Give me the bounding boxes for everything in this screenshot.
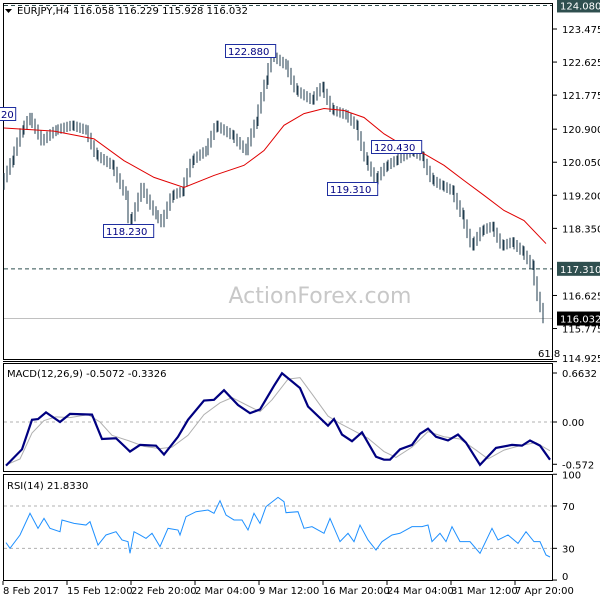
price-annotation-box	[103, 224, 155, 238]
rsi-series	[4, 496, 552, 558]
price-annotation-box	[371, 140, 423, 154]
x-tick-label: 2 Mar 04:00	[195, 586, 255, 597]
x-tick-label: 16 Mar 20:00	[323, 586, 390, 597]
watermark: ActionForex.com	[229, 284, 412, 309]
x-tick-label: 22 Feb 20:00	[131, 586, 197, 597]
macd-y-tick-label: 0.6632	[562, 369, 597, 380]
rsi-y-tick-label: 0	[562, 572, 568, 583]
y-tick-label: 122.625	[562, 58, 600, 69]
price-annotation: 120.430	[374, 143, 415, 154]
dropdown-triangle-icon[interactable]	[5, 9, 12, 13]
y-tick-label: 116.625	[562, 291, 600, 302]
price-annotation: 20	[1, 110, 14, 121]
rsi-y-tick-label: 30	[562, 544, 575, 555]
support-level-marker-bg	[557, 261, 600, 276]
top-level-marker-bg	[557, 0, 600, 13]
rsi-title: RSI(14) 21.8330	[7, 481, 88, 492]
ohlc-readout: 116.058 116.229 115.928 116.032	[73, 6, 248, 17]
y-tick-label: 123.475	[562, 25, 600, 36]
top-level-marker: 124.080	[560, 1, 600, 12]
fib-label: 61.8	[538, 349, 560, 360]
current-price-marker: 116.032	[560, 315, 600, 326]
rsi-y-tick-label: 70	[562, 502, 575, 513]
x-tick-label: 24 Mar 04:00	[387, 586, 454, 597]
macd-y-tick-label: 0.00	[562, 418, 584, 429]
x-tick-label: 7 Apr 20:00	[515, 586, 574, 597]
rsi-y-tick-label: 100	[562, 470, 581, 481]
macd-title: MACD(12,26,9) -0.5072 -0.3326	[7, 369, 167, 380]
support-level-marker: 117.310	[560, 265, 600, 276]
x-tick-label: 8 Feb 2017	[3, 586, 59, 597]
x-tick-label: 15 Feb 12:00	[67, 586, 133, 597]
rsi-line	[5, 496, 551, 558]
price-annotation: 118.230	[106, 227, 147, 238]
y-tick-label: 115.775	[562, 325, 600, 336]
symbol-label: EURJPY,H4	[17, 6, 70, 17]
macd-line	[5, 371, 551, 467]
price-series: 122.880 118.230 119.310 120.430 20	[0, 4, 552, 324]
price-panel	[3, 3, 553, 360]
y-tick-label: 121.775	[562, 91, 600, 102]
price-annotation: 119.310	[330, 185, 371, 196]
macd-series	[4, 371, 552, 467]
rsi-panel	[3, 474, 553, 581]
y-tick-label: 120.900	[562, 125, 600, 136]
macd-y-tick-label: -0.572	[562, 460, 594, 471]
current-price-marker-bg	[557, 311, 600, 326]
y-tick-label: 114.925	[562, 354, 600, 365]
price-annotation: 122.880	[228, 47, 269, 58]
x-tick-label: 9 Mar 12:00	[259, 586, 319, 597]
moving-average-line	[3, 108, 547, 244]
price-annotation-box	[327, 182, 379, 196]
price-annotation-box	[0, 107, 17, 121]
x-tick-label: 31 Mar 12:00	[451, 586, 518, 597]
y-tick-label: 120.050	[562, 158, 600, 169]
y-tick-label: 119.200	[562, 191, 600, 202]
price-annotation-box	[225, 44, 277, 58]
y-tick-label: 118.350	[562, 224, 600, 235]
